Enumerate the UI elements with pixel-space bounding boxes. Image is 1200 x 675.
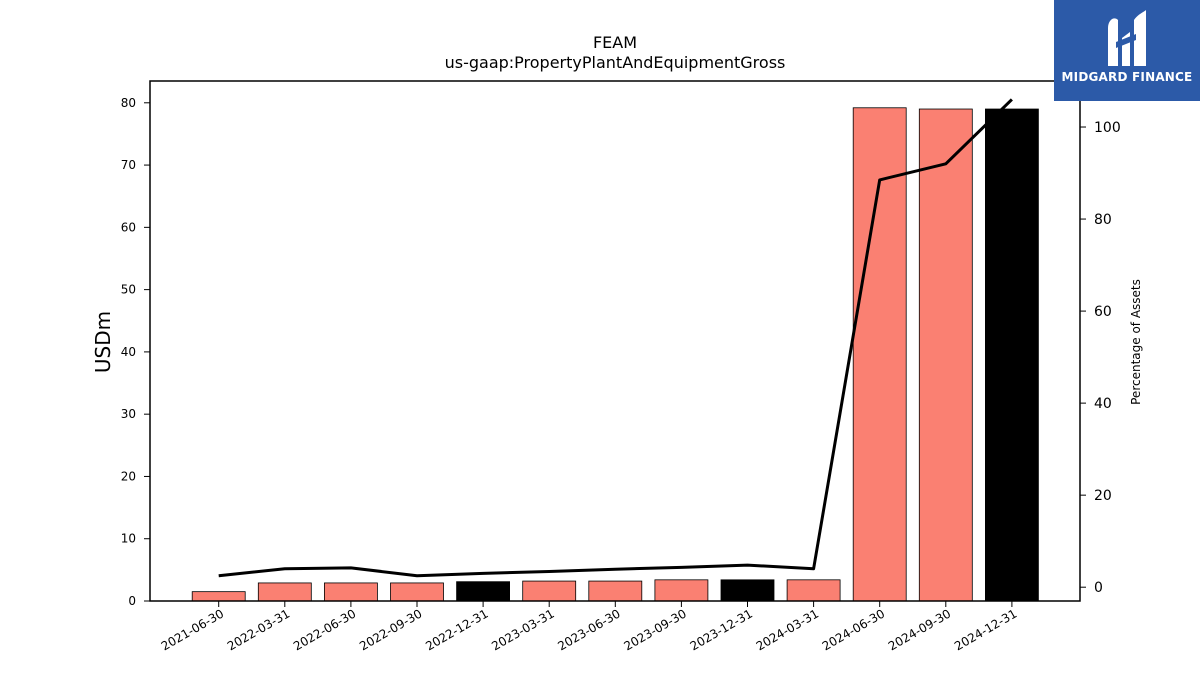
y-axis-label: USDm: [91, 311, 115, 373]
y-tick-label: 30: [121, 407, 136, 421]
y-tick-label: 0: [128, 594, 136, 608]
y2-tick-label: 60: [1094, 304, 1112, 320]
x-tick-label: 2022-06-30: [291, 606, 358, 653]
x-tick-label: 2023-03-31: [489, 606, 556, 653]
chart-title: FEAM: [593, 33, 637, 52]
bar-2023-12-31: [720, 579, 775, 602]
x-tick-label: 2023-12-31: [688, 606, 755, 653]
y-tick-label: 10: [121, 532, 136, 546]
bars-layer: [191, 107, 1039, 602]
y2-axis-label: Percentage of Assets: [1129, 279, 1143, 405]
x-tick-label: 2024-06-30: [820, 606, 887, 653]
bar-2022-06-30: [323, 582, 378, 602]
x-tick-label: 2023-06-30: [555, 606, 622, 653]
y-tick-label: 60: [121, 220, 136, 234]
bar-2022-09-30: [390, 582, 444, 602]
y-tick-label: 20: [121, 469, 136, 483]
y2-tick-label: 40: [1094, 396, 1112, 412]
y2-tick-label: 80: [1094, 212, 1112, 228]
y-tick-label: 80: [121, 96, 136, 110]
bar-2022-12-31: [456, 581, 511, 602]
bar-2023-06-30: [588, 580, 643, 602]
percentage-of-assets-line: [218, 98, 1013, 578]
bar-2024-12-31: [985, 108, 1039, 602]
line-layer: [218, 98, 1013, 578]
bar-2022-03-31: [257, 582, 312, 602]
bar-2021-06-30: [191, 591, 246, 602]
x-tick-label: 2021-06-30: [159, 606, 226, 653]
y2-tick-label: 20: [1094, 488, 1112, 504]
midgard-finance-logo: MIDGARD FINANCE: [1054, 0, 1200, 101]
bar-2023-03-31: [522, 580, 577, 602]
midgard-logo-icon: [1108, 10, 1146, 67]
bar-2023-09-30: [654, 579, 709, 602]
y-tick-label: 70: [121, 158, 136, 172]
x-tick-label: 2024-12-31: [952, 606, 1019, 653]
chart-subtitle: us-gaap:PropertyPlantAndEquipmentGross: [445, 53, 786, 72]
x-tick-label: 2024-03-31: [754, 606, 821, 653]
x-tick-label: 2024-09-30: [886, 606, 953, 653]
y-tick-label: 40: [121, 345, 136, 359]
x-tick-label: 2022-12-31: [423, 606, 490, 653]
bar-2024-03-31: [786, 579, 841, 602]
x-tick-label: 2022-09-30: [357, 606, 424, 653]
bar-2024-09-30: [918, 108, 973, 602]
x-tick-label: 2022-03-31: [225, 606, 292, 653]
x-tick-label: 2023-09-30: [621, 606, 688, 653]
y-tick-label: 50: [121, 283, 136, 297]
y2-tick-label: 0: [1094, 580, 1103, 596]
logo-text: MIDGARD FINANCE: [1061, 70, 1193, 84]
y2-tick-label: 100: [1094, 120, 1121, 136]
bar-2024-06-30: [852, 107, 907, 602]
